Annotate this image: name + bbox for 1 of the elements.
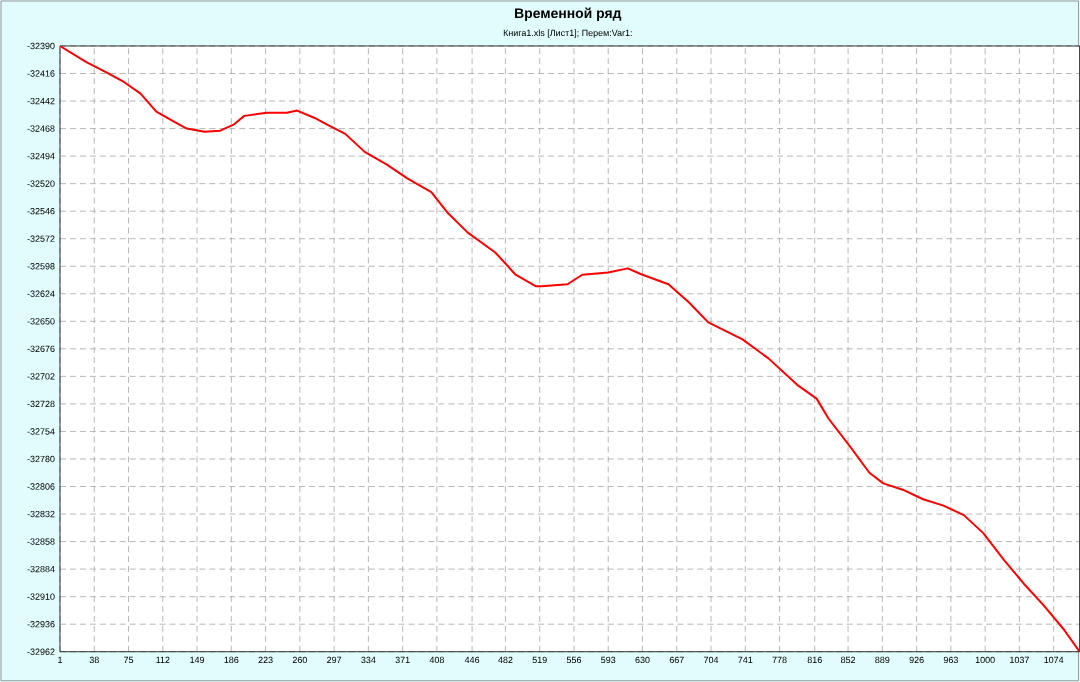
line-series [60, 46, 1080, 652]
